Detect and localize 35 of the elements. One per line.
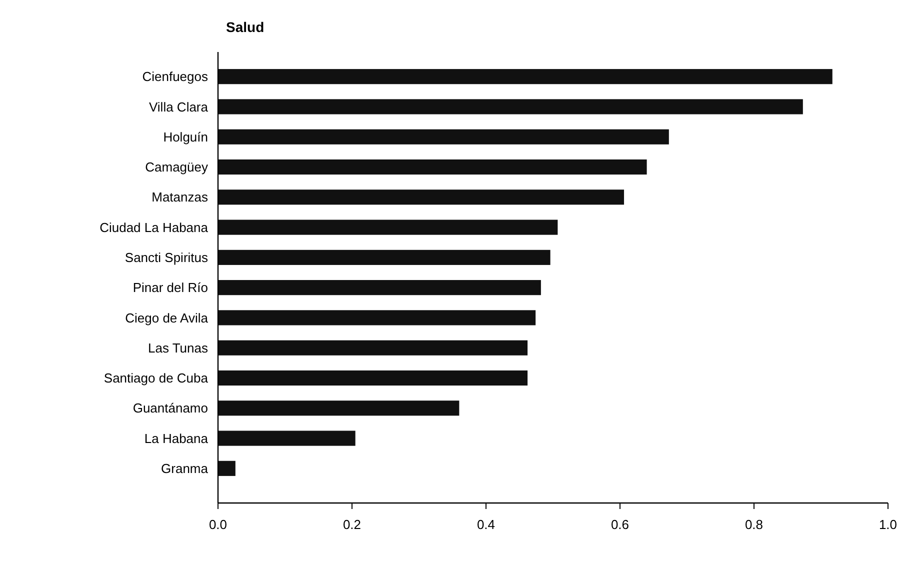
bar xyxy=(218,69,832,84)
y-tick-label: Las Tunas xyxy=(148,340,208,356)
bar xyxy=(218,400,460,416)
chart-title: Salud xyxy=(226,19,264,35)
bar xyxy=(218,159,647,175)
bar xyxy=(218,310,536,326)
x-tick-label: 0.6 xyxy=(610,517,630,532)
x-tick-label: 1.0 xyxy=(878,517,898,532)
bar xyxy=(218,430,356,446)
bar xyxy=(218,370,528,386)
y-tick-label: Pinar del Río xyxy=(132,280,208,296)
bar xyxy=(218,190,624,205)
y-tick-label: Camagüey xyxy=(145,160,208,175)
bar xyxy=(218,250,550,265)
y-tick-label: Cienfuegos xyxy=(142,69,208,84)
bar xyxy=(218,460,236,476)
x-tick-label: 0.8 xyxy=(744,517,764,532)
y-tick-label: Villa Clara xyxy=(148,99,209,114)
x-tick-label: 0.0 xyxy=(208,517,228,532)
y-tick-label: Sancti Spiritus xyxy=(124,250,208,265)
bar xyxy=(218,129,669,144)
y-tick-label: Matanzas xyxy=(152,190,208,205)
y-tick-label: Santiago de Cuba xyxy=(104,370,209,386)
bar xyxy=(218,280,541,296)
y-tick-label: Holguín xyxy=(163,129,208,144)
bar xyxy=(218,340,528,356)
x-tick-label: 0.2 xyxy=(342,517,362,532)
x-tick-label: 0.4 xyxy=(476,517,496,532)
bar xyxy=(218,99,803,114)
y-tick-label: Ciudad La Habana xyxy=(100,220,209,235)
bar xyxy=(218,220,558,235)
y-tick-label: Guantánamo xyxy=(132,400,208,416)
y-tick-label: La Habana xyxy=(144,430,209,446)
y-tick-label: Granma xyxy=(161,460,209,476)
y-tick-label: Ciego de Avila xyxy=(125,310,209,326)
